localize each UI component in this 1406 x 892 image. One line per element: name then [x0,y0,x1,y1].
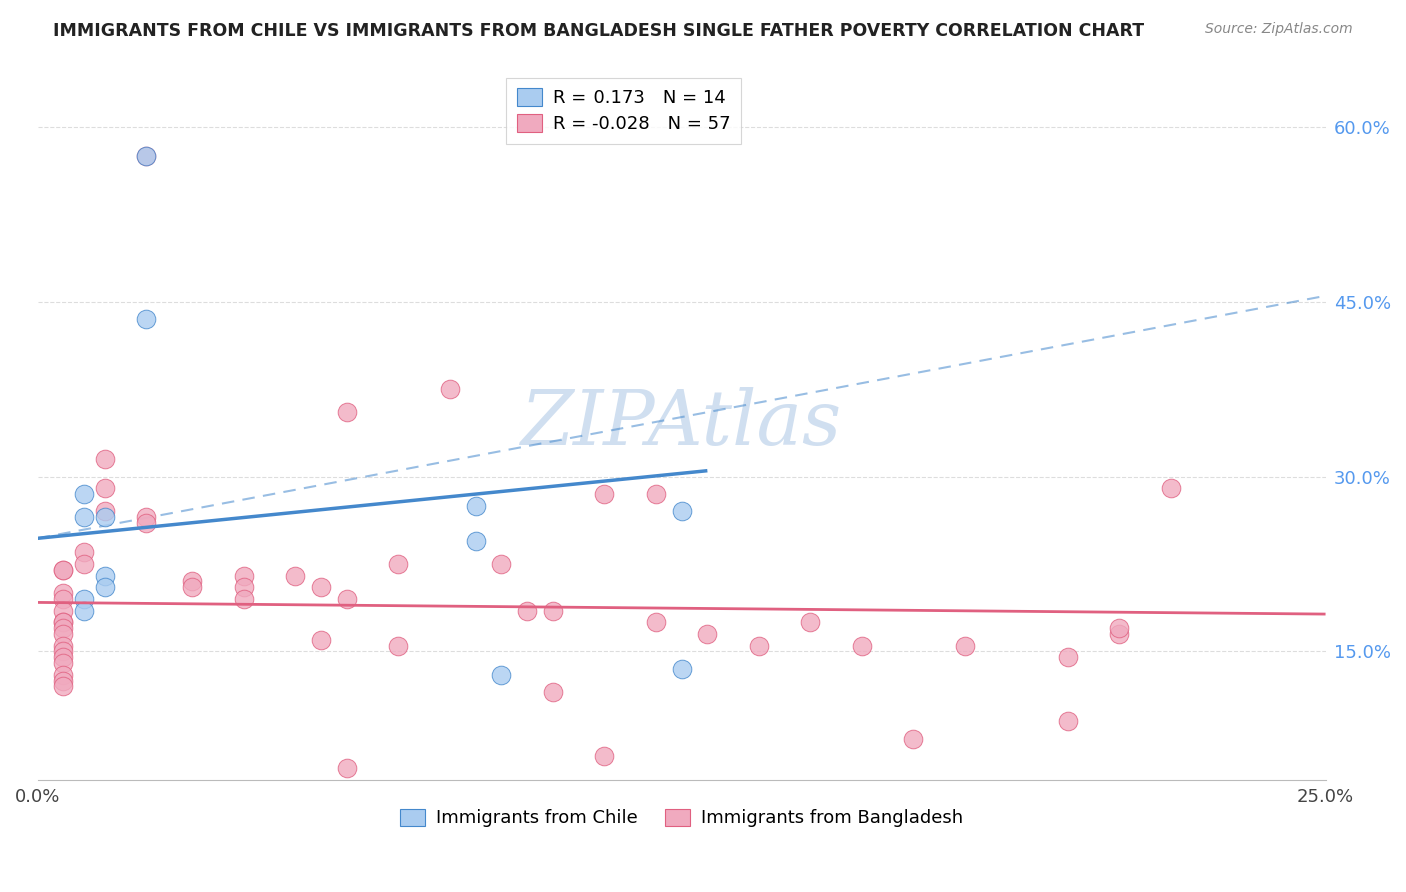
Point [135,149,157,163]
Point [73,510,96,524]
Point [181,574,204,589]
Point [52,604,75,618]
Point [93,481,115,495]
Legend: Immigrants from Chile, Immigrants from Bangladesh: Immigrants from Chile, Immigrants from B… [392,801,970,835]
Point [1057,714,1080,729]
Point [541,685,564,699]
Point [387,639,409,653]
Point [52,667,75,681]
Point [73,591,96,606]
Point [52,563,75,577]
Point [491,557,513,571]
Point [232,580,254,594]
Point [516,604,538,618]
Point [52,586,75,600]
Point [1057,650,1080,665]
Point [464,499,486,513]
Point [336,405,359,419]
Point [52,656,75,670]
Point [73,545,96,559]
Point [52,621,75,635]
Point [135,312,157,326]
Point [135,510,157,524]
Text: IMMIGRANTS FROM CHILE VS IMMIGRANTS FROM BANGLADESH SINGLE FATHER POVERTY CORREL: IMMIGRANTS FROM CHILE VS IMMIGRANTS FROM… [53,22,1144,40]
Point [644,487,666,501]
Point [387,557,409,571]
Point [464,533,486,548]
Point [284,568,307,582]
Point [671,662,693,676]
Point [903,731,925,746]
Point [93,504,115,518]
Point [93,568,115,582]
Point [73,604,96,618]
Point [799,615,821,630]
Point [52,639,75,653]
Point [309,580,332,594]
Point [93,510,115,524]
Point [953,639,976,653]
Point [93,580,115,594]
Point [52,650,75,665]
Point [52,591,75,606]
Point [336,761,359,775]
Point [491,667,513,681]
Point [135,149,157,163]
Point [439,382,461,396]
Point [309,632,332,647]
Point [73,487,96,501]
Point [1108,621,1130,635]
Point [644,615,666,630]
Point [52,615,75,630]
Point [336,591,359,606]
Point [593,487,616,501]
Point [593,749,616,764]
Text: ZIPAtlas: ZIPAtlas [522,387,842,461]
Point [52,673,75,688]
Point [52,679,75,693]
Point [52,627,75,641]
Point [73,557,96,571]
Point [541,604,564,618]
Point [232,591,254,606]
Point [696,627,718,641]
Point [851,639,873,653]
Point [232,568,254,582]
Point [52,615,75,630]
Point [93,452,115,467]
Point [181,580,204,594]
Point [52,563,75,577]
Point [1160,481,1182,495]
Point [671,504,693,518]
Point [1108,627,1130,641]
Text: Source: ZipAtlas.com: Source: ZipAtlas.com [1205,22,1353,37]
Point [748,639,770,653]
Point [135,516,157,530]
Point [52,644,75,658]
